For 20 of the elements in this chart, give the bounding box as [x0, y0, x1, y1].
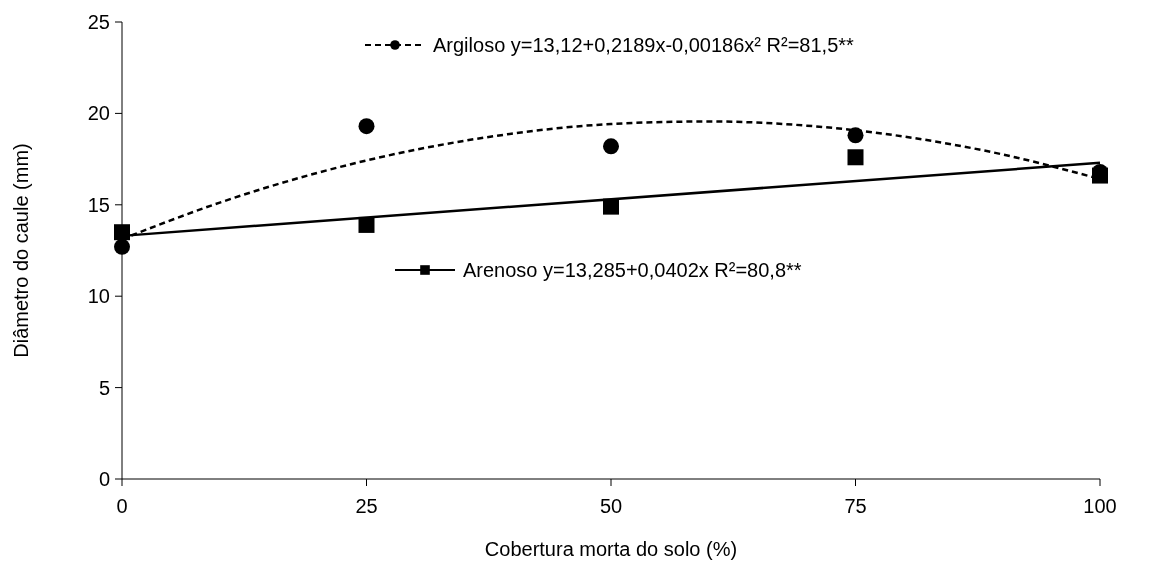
x-tick-label: 0 [116, 495, 128, 517]
point [603, 138, 619, 155]
y-axis-title: Diâmetro do caule (mm) [10, 143, 32, 358]
x-tick-label: 75 [844, 495, 867, 517]
y-tick-label: 20 [87, 102, 110, 125]
y-tick-label: 0 [98, 468, 110, 490]
point [603, 198, 619, 215]
x-axis-title: Cobertura morta do solo (%) [484, 538, 738, 560]
y-tick-label: 10 [87, 285, 110, 308]
x-tick-label: 50 [599, 495, 623, 517]
x-tick-label: 25 [355, 495, 378, 517]
y-tick-label: 25 [87, 11, 110, 33]
point [358, 118, 375, 135]
point [1092, 167, 1108, 184]
legend-label: Argiloso y=13,12+0,2189x-0,00186x² R²=81,5** [433, 34, 855, 56]
legend-label: Arenoso y=13,285+0,0402x R²=80,8** [463, 259, 802, 281]
y-tick-label: 15 [87, 193, 110, 216]
point [847, 149, 864, 166]
x-tick-label: 100 [1083, 495, 1117, 517]
y-tick-label: 5 [98, 376, 110, 399]
